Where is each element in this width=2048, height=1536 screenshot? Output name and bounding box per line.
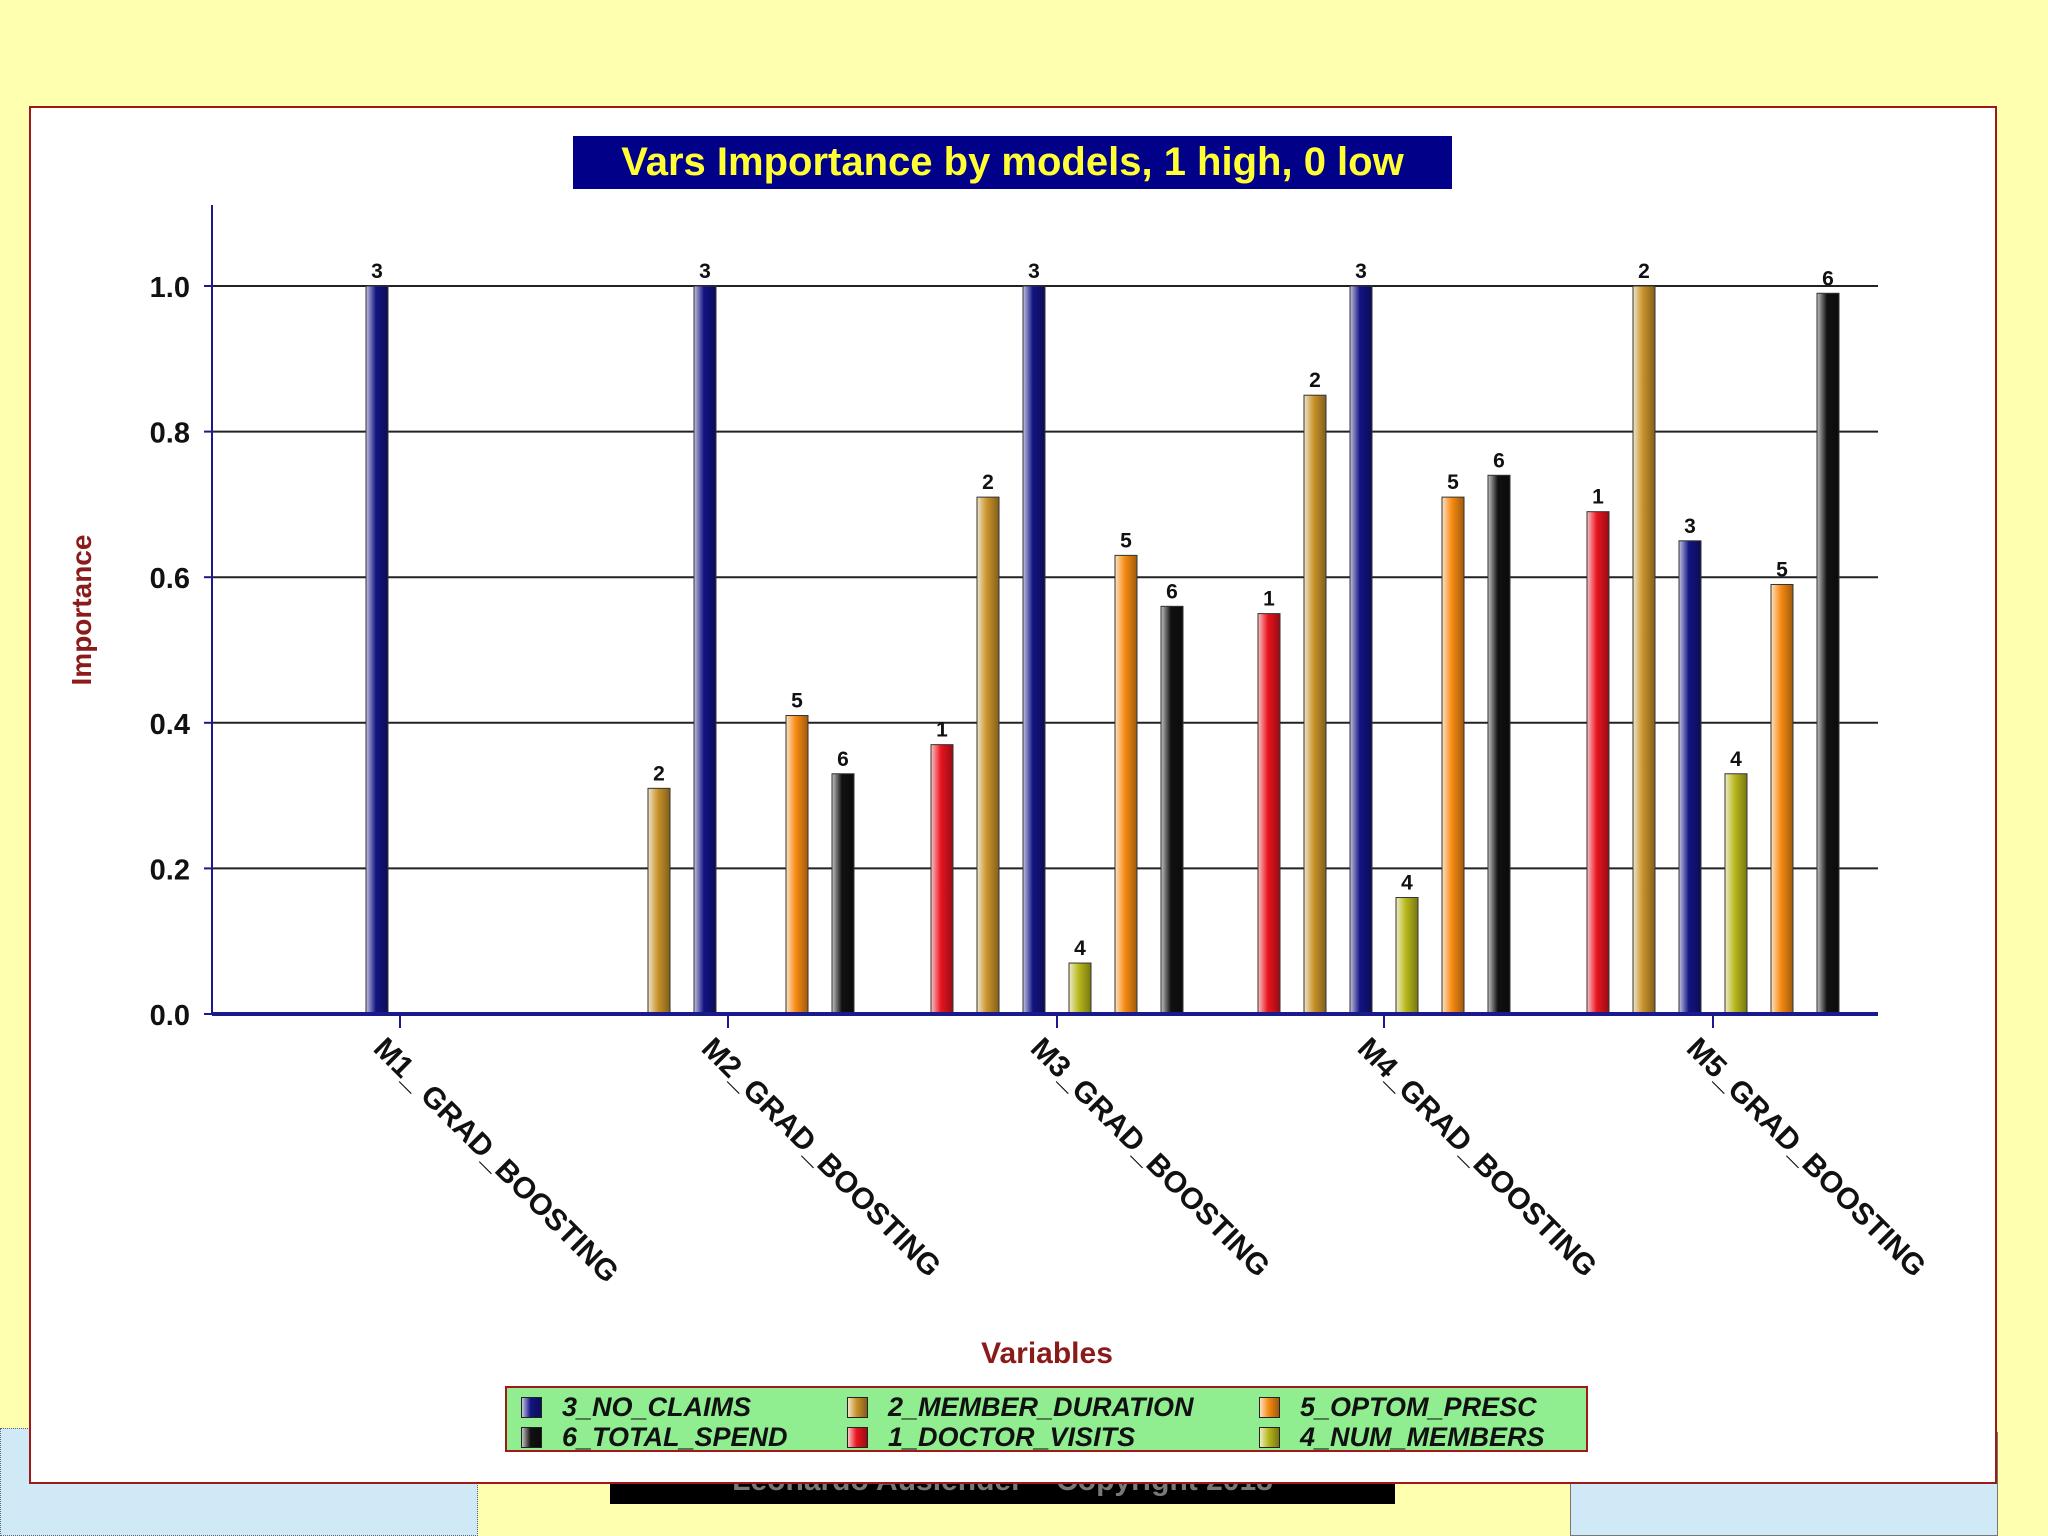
legend-entry: 1_DOCTOR_VISITS bbox=[847, 1422, 1135, 1452]
y-tick-label: 0.6 bbox=[150, 563, 190, 595]
bar-data-label: 5 bbox=[1120, 529, 1132, 552]
legend-entry: 2_MEMBER_DURATION bbox=[847, 1392, 1194, 1422]
bar-data-label: 1 bbox=[1592, 486, 1604, 509]
bar-data-label: 3 bbox=[1684, 515, 1696, 538]
legend-swatch-icon bbox=[1259, 1396, 1280, 1418]
bar bbox=[1816, 292, 1840, 1015]
legend-entry: 4_NUM_MEMBERS bbox=[1259, 1422, 1545, 1452]
bar bbox=[1586, 511, 1610, 1015]
chart-legend: 3_NO_CLAIMS 2_MEMBER_DURATION 5_OPTOM_PR… bbox=[505, 1386, 1588, 1452]
legend-swatch-icon bbox=[847, 1396, 868, 1418]
chart-frame bbox=[29, 106, 1997, 1484]
legend-entry: 5_OPTOM_PRESC bbox=[1259, 1392, 1537, 1422]
x-tick-label: M5_GRAD_BOOSTING bbox=[1680, 1032, 1932, 1284]
bar bbox=[1068, 962, 1092, 1015]
bar bbox=[647, 787, 671, 1015]
legend-entry: 3_NO_CLAIMS bbox=[521, 1392, 751, 1422]
x-tick-label: M2_GRAD_BOOSTING bbox=[695, 1032, 947, 1284]
legend-label: 6_TOTAL_SPEND bbox=[562, 1421, 788, 1452]
x-tick-label: M4_GRAD_BOOSTING bbox=[1351, 1032, 1603, 1284]
bar-data-label: 4 bbox=[1730, 748, 1742, 771]
legend-label: 1_DOCTOR_VISITS bbox=[888, 1421, 1136, 1452]
bar bbox=[693, 285, 717, 1015]
legend-label: 4_NUM_MEMBERS bbox=[1300, 1421, 1545, 1452]
bar-data-label: 3 bbox=[1355, 260, 1367, 283]
bar bbox=[1257, 613, 1281, 1015]
bar-data-label: 6 bbox=[1493, 449, 1505, 472]
bar-data-label: 5 bbox=[1447, 471, 1459, 494]
legend-swatch-icon bbox=[847, 1426, 868, 1448]
y-tick-label: 0.0 bbox=[150, 1000, 190, 1032]
chart-title: Vars Importance by models, 1 high, 0 low bbox=[573, 136, 1452, 189]
bar-data-label: 4 bbox=[1074, 937, 1086, 960]
bar bbox=[1770, 583, 1794, 1015]
bar bbox=[976, 496, 1000, 1015]
legend-swatch-icon bbox=[521, 1396, 542, 1418]
y-axis-label: Importance bbox=[66, 534, 97, 686]
bar bbox=[1395, 897, 1419, 1015]
bar-data-label: 3 bbox=[371, 260, 383, 283]
legend-swatch-icon bbox=[1259, 1426, 1280, 1448]
bar bbox=[1349, 285, 1373, 1015]
legend-label: 2_MEMBER_DURATION bbox=[888, 1391, 1194, 1422]
bar-data-label: 4 bbox=[1401, 872, 1413, 895]
x-tick-label: M3_GRAD_BOOSTING bbox=[1024, 1032, 1276, 1284]
legend-entry: 6_TOTAL_SPEND bbox=[521, 1422, 788, 1452]
y-tick-label: 0.4 bbox=[150, 709, 190, 741]
bar-data-label: 6 bbox=[1166, 580, 1178, 603]
bar-data-label: 6 bbox=[1822, 267, 1834, 290]
bar-data-label: 2 bbox=[1638, 260, 1650, 283]
y-tick-label: 1.0 bbox=[150, 272, 190, 304]
bar-data-label: 5 bbox=[1776, 558, 1788, 581]
bar-data-label: 3 bbox=[699, 260, 711, 283]
bar-data-label: 1 bbox=[936, 719, 948, 742]
bar bbox=[1441, 496, 1465, 1015]
bar-data-label: 2 bbox=[653, 762, 665, 785]
bar-data-label: 1 bbox=[1263, 588, 1275, 611]
bar bbox=[930, 744, 954, 1015]
bar-data-label: 3 bbox=[1028, 260, 1040, 283]
bar bbox=[365, 285, 389, 1015]
x-axis-label: Variables bbox=[981, 1337, 1113, 1370]
bar bbox=[1678, 540, 1702, 1015]
bar bbox=[1303, 394, 1327, 1015]
y-tick-label: 0.8 bbox=[150, 418, 190, 450]
bar bbox=[1160, 605, 1184, 1015]
bar bbox=[785, 715, 809, 1015]
bar-data-label: 2 bbox=[1309, 369, 1321, 392]
bar bbox=[831, 773, 855, 1015]
x-tick-label: M1_ GRAD_BOOSTING bbox=[367, 1032, 625, 1290]
bar bbox=[1724, 773, 1748, 1015]
bar-data-label: 6 bbox=[837, 748, 849, 771]
bar bbox=[1022, 285, 1046, 1015]
bar-data-label: 5 bbox=[791, 690, 803, 713]
y-tick-label: 0.2 bbox=[150, 854, 190, 886]
bar bbox=[1632, 285, 1656, 1015]
bar bbox=[1487, 474, 1511, 1015]
legend-label: 3_NO_CLAIMS bbox=[562, 1391, 752, 1422]
bar-data-label: 2 bbox=[982, 471, 994, 494]
legend-swatch-icon bbox=[521, 1426, 542, 1448]
legend-label: 5_OPTOM_PRESC bbox=[1300, 1391, 1537, 1422]
bar bbox=[1114, 554, 1138, 1015]
